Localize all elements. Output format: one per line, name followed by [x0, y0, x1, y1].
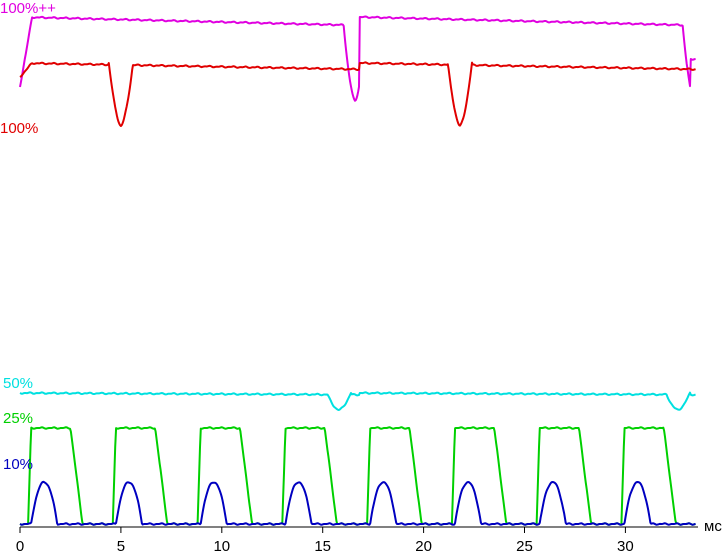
- series-line-3: [19, 391, 696, 411]
- series-line-2: [19, 61, 696, 127]
- series-label-10: 10%: [3, 456, 33, 473]
- x-tick-label: 0: [16, 538, 24, 555]
- series-layer: [19, 15, 696, 526]
- series-line-1: [19, 15, 696, 102]
- x-tick-label: 10: [213, 538, 230, 555]
- series-label-100pp: 100%++: [0, 0, 56, 17]
- x-axis-ticks: 0 5 10 15 20 25 30: [16, 527, 634, 555]
- series-label-25: 25%: [3, 410, 33, 427]
- x-axis-unit: мс: [704, 518, 722, 535]
- x-tick-label: 5: [117, 538, 125, 555]
- x-tick-label: 15: [314, 538, 331, 555]
- series-line-5: [19, 480, 696, 526]
- x-tick-label: 20: [415, 538, 432, 555]
- series-label-50: 50%: [3, 375, 33, 392]
- series-label-100: 100%: [0, 120, 38, 137]
- series-line-4: [19, 426, 696, 526]
- x-tick-label: 25: [516, 538, 533, 555]
- x-tick-label: 30: [617, 538, 634, 555]
